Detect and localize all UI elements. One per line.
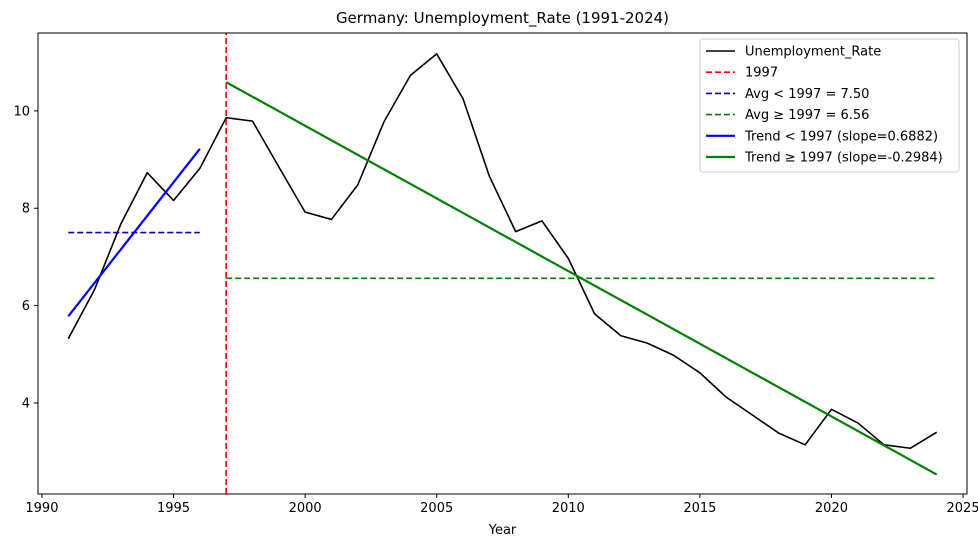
legend-label-1: 1997	[745, 66, 778, 81]
x-tick-label: 2015	[683, 501, 716, 516]
x-tick-label: 1995	[157, 501, 190, 516]
legend-label-5: Trend ≥ 1997 (slope=-0.2984)	[744, 151, 943, 166]
plot-area: 1990 1995 2000 2005 2010 2015 2020 2025 4 6 8 10	[13, 32, 978, 516]
chart-title: Germany: Unemployment_Rate (1991-2024)	[336, 9, 669, 28]
x-tick-label: 2020	[815, 501, 848, 516]
series-line-5	[225, 81, 938, 476]
y-axis: 4 6 8 10	[13, 104, 38, 411]
y-tick-label: 10	[13, 104, 30, 119]
x-axis: 1990 1995 2000 2005 2010 2015 2020 2025	[25, 494, 978, 516]
x-axis-label: Year	[488, 523, 517, 538]
plot-frame	[37, 32, 968, 495]
legend-label-4: Trend < 1997 (slope=0.6882)	[744, 129, 938, 144]
x-tick-label: 1990	[25, 501, 58, 516]
y-tick-label: 4	[22, 396, 30, 411]
x-tick-label: 2005	[420, 501, 453, 516]
y-tick-label: 6	[22, 299, 30, 314]
x-tick-label: 2025	[947, 501, 978, 516]
legend: Unemployment_Rate 1997 Avg < 1997 = 7.50 Av…	[699, 38, 960, 173]
series-line-0	[67, 53, 938, 450]
legend-label-2: Avg < 1997 = 7.50	[745, 87, 869, 102]
series-line-4	[67, 148, 201, 317]
legend-box	[699, 38, 960, 173]
legend-label-0: Unemployment_Rate	[745, 45, 881, 60]
y-tick-label: 8	[22, 202, 30, 217]
x-tick-label: 2000	[289, 501, 322, 516]
x-tick-label: 2010	[552, 501, 585, 516]
series-layer	[67, 33, 938, 494]
legend-label-3: Avg ≥ 1997 = 6.56	[745, 108, 869, 123]
